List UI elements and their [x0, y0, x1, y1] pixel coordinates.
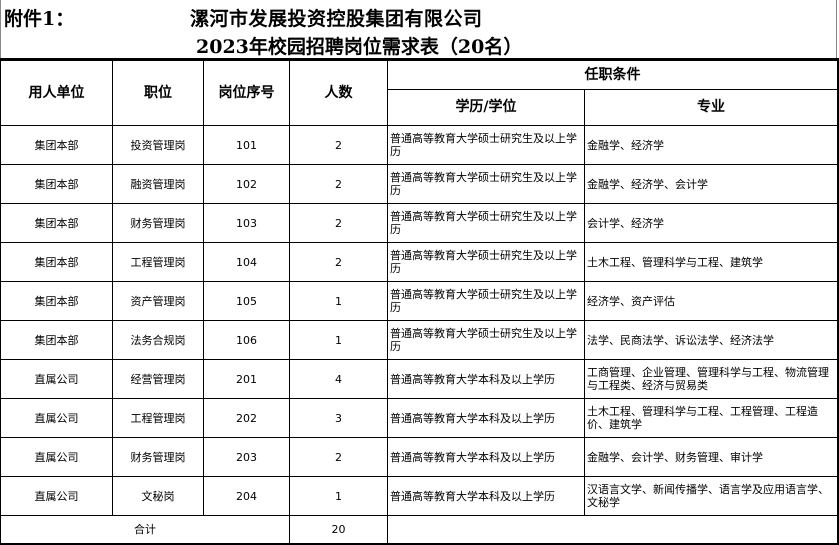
cell-unit: 直属公司 [0, 476, 113, 516]
cell-major: 土木工程、管理科学与工程、建筑学 [584, 242, 839, 282]
cell-count: 1 [289, 281, 388, 321]
cell-unit: 直属公司 [0, 398, 113, 438]
cell-position: 工程管理岗 [112, 398, 204, 438]
table-row: 集团本部 资产管理岗 105 1 普通高等教育大学硕士研究生及以上学历 经济学、资产评估 [0, 281, 839, 321]
cell-code: 203 [203, 437, 290, 477]
cell-major: 汉语言文学、新闻传播学、语言学及应用语言学、文秘学 [584, 476, 839, 516]
cell-education: 普通高等教育大学本科及以上学历 [387, 359, 585, 399]
cell-position: 融资管理岗 [112, 164, 204, 204]
cell-education: 普通高等教育大学硕士研究生及以上学历 [387, 164, 585, 204]
cell-education: 普通高等教育大学硕士研究生及以上学历 [387, 203, 585, 243]
cell-major: 金融学、经济学、会计学 [584, 164, 839, 204]
cell-major: 工商管理、企业管理、管理科学与工程、物流管理与工程类、经济与贸易类 [584, 359, 839, 399]
attachment-label: 附件1： [4, 8, 75, 30]
header-unit: 用人单位 [0, 59, 113, 126]
cell-education: 普通高等教育大学本科及以上学历 [387, 476, 585, 516]
cell-major: 经济学、资产评估 [584, 281, 839, 321]
table-row: 集团本部 融资管理岗 102 2 普通高等教育大学硕士研究生及以上学历 金融学、经济学、会… [0, 164, 839, 204]
cell-position: 工程管理岗 [112, 242, 204, 282]
total-row: 合计 20 [0, 515, 839, 545]
cell-count: 3 [289, 398, 388, 438]
cell-count: 4 [289, 359, 388, 399]
table-row: 集团本部 工程管理岗 104 2 普通高等教育大学硕士研究生及以上学历 土木工程、管理科学… [0, 242, 839, 282]
sheet-left-border [0, 0, 1, 59]
total-count: 20 [289, 515, 388, 545]
cell-count: 1 [289, 476, 388, 516]
cell-unit: 集团本部 [0, 320, 113, 360]
cell-count: 1 [289, 320, 388, 360]
cell-count: 2 [289, 125, 388, 165]
cell-code: 201 [203, 359, 290, 399]
cell-education: 普通高等教育大学本科及以上学历 [387, 398, 585, 438]
cell-unit: 集团本部 [0, 281, 113, 321]
header-major: 专业 [584, 89, 839, 126]
cell-position: 法务合规岗 [112, 320, 204, 360]
table-row: 直属公司 文秘岗 204 1 普通高等教育大学本科及以上学历 汉语言文学、新闻传播学、语言… [0, 476, 839, 516]
cell-position: 经营管理岗 [112, 359, 204, 399]
cell-code: 104 [203, 242, 290, 282]
cell-code: 204 [203, 476, 290, 516]
cell-position: 资产管理岗 [112, 281, 204, 321]
cell-education: 普通高等教育大学硕士研究生及以上学历 [387, 242, 585, 282]
cell-code: 105 [203, 281, 290, 321]
cell-position: 财务管理岗 [112, 437, 204, 477]
recruitment-table: 用人单位 职位 岗位序号 人数 任职条件 学历/学位 专业 集团本部 投资管理岗 1… [0, 58, 839, 545]
table-row: 集团本部 财务管理岗 103 2 普通高等教育大学硕士研究生及以上学历 会计学、经济学 [0, 203, 839, 243]
table-row: 直属公司 经营管理岗 201 4 普通高等教育大学本科及以上学历 工商管理、企业管理、管理… [0, 359, 839, 399]
cell-position: 文秘岗 [112, 476, 204, 516]
title-line-1: 漯河市发展投资控股集团有限公司 [190, 8, 483, 30]
header-requirements: 任职条件 [387, 59, 839, 90]
header-education: 学历/学位 [387, 89, 585, 126]
cell-education: 普通高等教育大学硕士研究生及以上学历 [387, 320, 585, 360]
header-count: 人数 [289, 59, 388, 126]
cell-major: 法学、民商法学、诉讼法学、经济法学 [584, 320, 839, 360]
cell-major: 土木工程、管理科学与工程、工程管理、工程造价、建筑学 [584, 398, 839, 438]
table-row: 直属公司 财务管理岗 203 2 普通高等教育大学本科及以上学历 金融学、会计学、财务管理… [0, 437, 839, 477]
header-position: 职位 [112, 59, 204, 126]
cell-unit: 集团本部 [0, 125, 113, 165]
cell-count: 2 [289, 164, 388, 204]
cell-count: 2 [289, 203, 388, 243]
table-row: 集团本部 法务合规岗 106 1 普通高等教育大学硕士研究生及以上学历 法学、民商法学、诉… [0, 320, 839, 360]
table-row: 直属公司 工程管理岗 202 3 普通高等教育大学本科及以上学历 土木工程、管理科学与工程… [0, 398, 839, 438]
header-code: 岗位序号 [203, 59, 290, 126]
cell-unit: 集团本部 [0, 164, 113, 204]
cell-code: 106 [203, 320, 290, 360]
cell-unit: 集团本部 [0, 203, 113, 243]
cell-code: 102 [203, 164, 290, 204]
sheet-right-border [836, 0, 837, 59]
table-row: 集团本部 投资管理岗 101 2 普通高等教育大学硕士研究生及以上学历 金融学、经济学 [0, 125, 839, 165]
cell-unit: 直属公司 [0, 359, 113, 399]
total-empty [387, 515, 839, 545]
cell-count: 2 [289, 437, 388, 477]
cell-major: 金融学、经济学 [584, 125, 839, 165]
cell-count: 2 [289, 242, 388, 282]
cell-major: 金融学、会计学、财务管理、审计学 [584, 437, 839, 477]
total-label: 合计 [0, 515, 290, 545]
cell-education: 普通高等教育大学硕士研究生及以上学历 [387, 125, 585, 165]
cell-position: 财务管理岗 [112, 203, 204, 243]
title-line-2: 2023年校园招聘岗位需求表（20名） [196, 36, 523, 58]
cell-unit: 直属公司 [0, 437, 113, 477]
cell-code: 103 [203, 203, 290, 243]
cell-code: 101 [203, 125, 290, 165]
cell-code: 202 [203, 398, 290, 438]
cell-major: 会计学、经济学 [584, 203, 839, 243]
cell-unit: 集团本部 [0, 242, 113, 282]
cell-education: 普通高等教育大学硕士研究生及以上学历 [387, 281, 585, 321]
cell-position: 投资管理岗 [112, 125, 204, 165]
cell-education: 普通高等教育大学本科及以上学历 [387, 437, 585, 477]
